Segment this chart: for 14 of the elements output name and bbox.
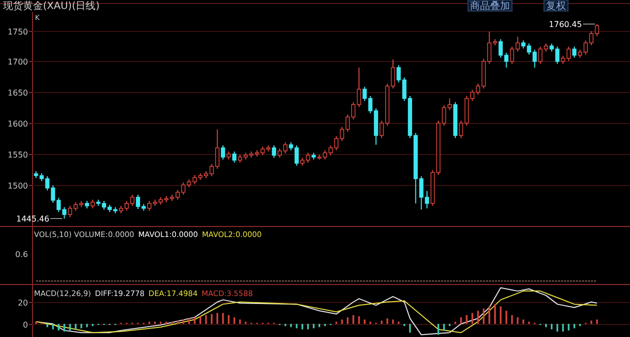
y-tick-label: 0 — [22, 320, 28, 330]
annotation: 1760.45 — [548, 20, 582, 30]
annotation: 1445.46 — [16, 214, 50, 224]
text: 商品叠加 — [470, 0, 510, 12]
y-tick-label: 1750 — [8, 28, 28, 36]
y-tick-label: 20 — [18, 298, 28, 308]
text: 0.6 — [15, 250, 28, 259]
y-tick-label: 1500 — [8, 182, 28, 190]
y-tick-label: 1600 — [8, 120, 28, 128]
y-tick-label: 1550 — [8, 150, 28, 160]
y-tick-label: 1650 — [8, 88, 28, 98]
chart-title: 现货黄金(XAU)(日线) — [3, 0, 100, 12]
text: 复权 — [546, 0, 566, 12]
y-tick-label: 1700 — [8, 58, 28, 66]
